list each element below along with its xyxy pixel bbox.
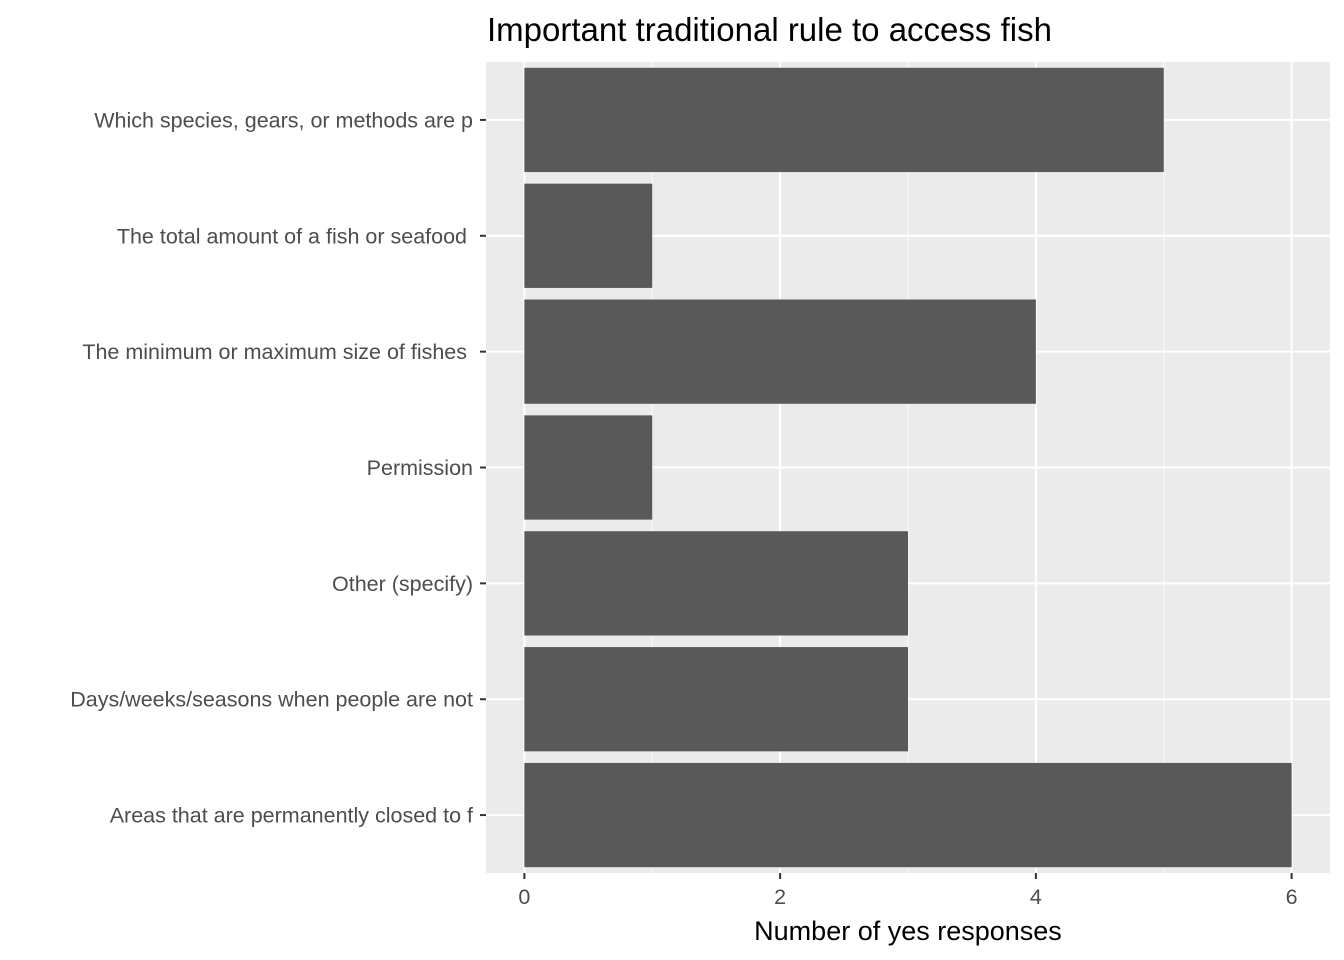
y-tick-label: Which species, gears, or methods are p (94, 108, 473, 132)
x-axis: 0 2 4 6 (518, 873, 1298, 909)
y-tick-label: The total amount of a fish or seafood (117, 224, 473, 248)
y-tick-label: Other (specify) (332, 572, 473, 596)
bar (524, 299, 1036, 404)
bar (524, 183, 653, 288)
y-axis: Which species, gears, or methods are p Th… (70, 108, 486, 828)
bar (524, 647, 908, 752)
y-tick-label: Areas that are permanently closed to f (110, 804, 473, 828)
x-tick-label: 4 (1030, 885, 1042, 909)
y-tick-label: Days/weeks/seasons when people are not (70, 688, 473, 712)
bar (524, 762, 1292, 868)
y-tick-label: Permission (367, 456, 473, 480)
x-tick-label: 0 (518, 885, 530, 909)
bar (524, 67, 1164, 173)
chart-title: Important traditional rule to access fis… (487, 11, 1052, 48)
bar (524, 531, 908, 636)
bars (524, 67, 1292, 868)
y-tick-label: The minimum or maximum size of fishes (82, 340, 473, 364)
bar (524, 415, 653, 520)
x-tick-label: 6 (1286, 885, 1298, 909)
x-tick-label: 2 (774, 885, 786, 909)
x-axis-title: Number of yes responses (754, 916, 1062, 946)
